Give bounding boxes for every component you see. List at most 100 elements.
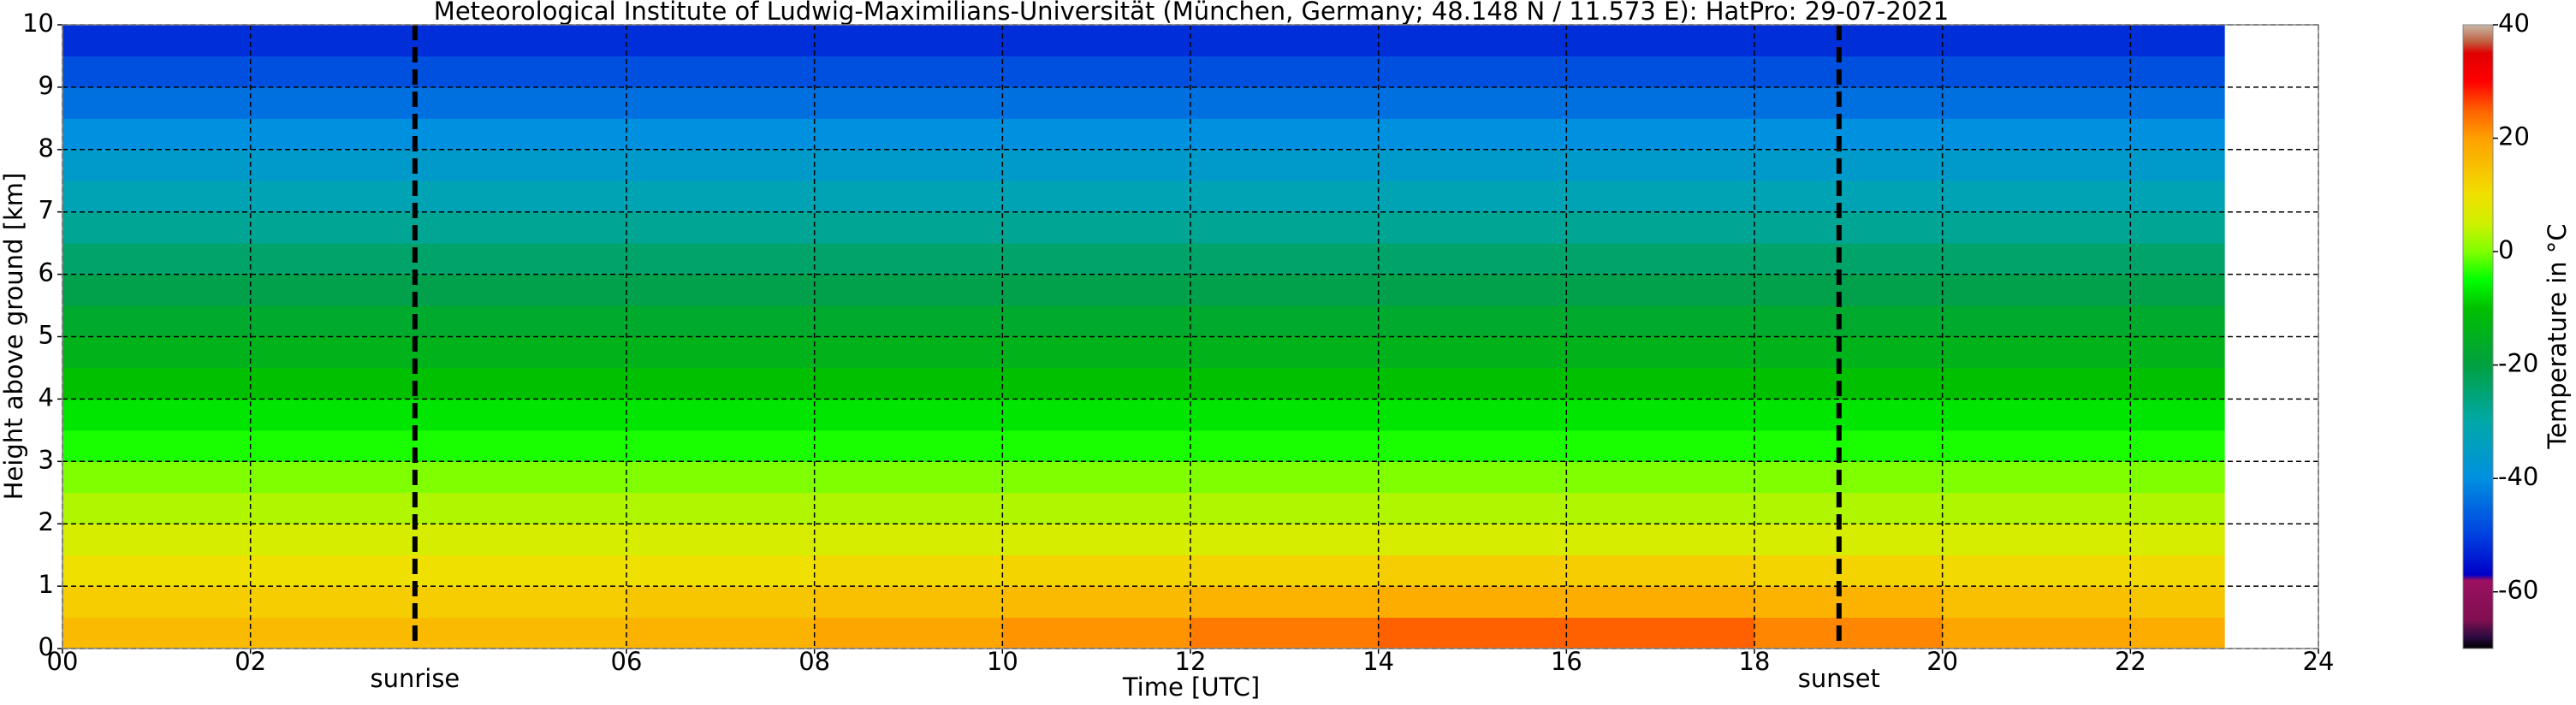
heatmap-cell xyxy=(814,461,1003,494)
heatmap-cell xyxy=(1378,367,1567,400)
heatmap-cell xyxy=(1002,554,1191,587)
heatmap-cell xyxy=(1190,149,1380,181)
heatmap-cell xyxy=(1190,524,1380,556)
heatmap-cell xyxy=(1942,399,2131,431)
heatmap-cell xyxy=(1378,336,1567,369)
heatmap-cell xyxy=(2130,367,2225,400)
heatmap-cell xyxy=(814,25,1003,56)
heatmap-cell xyxy=(1002,492,1191,524)
heatmap-cell xyxy=(626,430,816,462)
x-tick-label: 00 xyxy=(47,647,79,676)
heatmap-cell xyxy=(1002,118,1191,151)
heatmap-cell xyxy=(626,461,816,494)
heatmap-cell xyxy=(1754,554,1944,587)
heatmap-cell xyxy=(1942,336,2131,369)
heatmap-cell xyxy=(1190,399,1380,431)
annotation-label: sunrise xyxy=(370,664,460,693)
heatmap-cell xyxy=(1378,524,1567,556)
heatmap-cell xyxy=(626,243,816,275)
heatmap-cell xyxy=(1190,367,1380,400)
heatmap-cell xyxy=(62,461,252,494)
heatmap-cell xyxy=(250,367,439,400)
heatmap-cell xyxy=(1754,336,1944,369)
heatmap-cell xyxy=(438,181,627,213)
heatmap-cell xyxy=(62,211,252,244)
heatmap-cell xyxy=(1378,181,1567,213)
heatmap-cell xyxy=(1566,56,1755,88)
heatmap-cell xyxy=(1378,430,1567,462)
heatmap-cell xyxy=(1190,586,1380,619)
heatmap-cell xyxy=(814,492,1003,524)
heatmap-cell xyxy=(1754,211,1944,244)
colorbar xyxy=(2462,24,2494,649)
heatmap-cell xyxy=(814,243,1003,275)
heatmap-cell xyxy=(1378,305,1567,337)
heatmap-cell xyxy=(626,554,816,587)
heatmap-cell xyxy=(814,554,1003,587)
heatmap-cell xyxy=(814,86,1003,119)
heatmap-cell xyxy=(250,274,439,306)
heatmap-cell xyxy=(438,56,627,88)
y-tick-label: 0 xyxy=(39,632,54,661)
heatmap-cell xyxy=(62,554,252,587)
heatmap-cell xyxy=(1754,149,1944,181)
y-tick-label: 9 xyxy=(39,71,54,100)
heatmap-cell xyxy=(1942,243,2131,275)
heatmap-cell xyxy=(1566,367,1755,400)
heatmap-cell xyxy=(1378,25,1567,56)
y-tick-label: 6 xyxy=(39,258,54,287)
heatmap-cell xyxy=(814,149,1003,181)
heatmap-cell xyxy=(438,149,627,181)
heatmap-cell xyxy=(1754,492,1944,524)
heatmap-cell xyxy=(1566,86,1755,119)
heatmap-cell xyxy=(626,211,816,244)
colorbar-tick-label: -40 xyxy=(2498,462,2538,491)
heatmap-cell xyxy=(438,305,627,337)
heatmap-cell xyxy=(62,367,252,400)
heatmap-cell xyxy=(438,524,627,556)
heatmap-cell xyxy=(1378,149,1567,181)
heatmap-cell xyxy=(1754,367,1944,400)
heatmap-cell xyxy=(62,305,252,337)
heatmap-cell xyxy=(1002,56,1191,88)
heatmap-cell xyxy=(1942,86,2131,119)
heatmap-cell xyxy=(1190,118,1380,151)
heatmap-cell xyxy=(438,243,627,275)
heatmap-cell xyxy=(814,211,1003,244)
heatmap-cell xyxy=(438,25,627,56)
heatmap-cell xyxy=(1942,367,2131,400)
heatmap-cell xyxy=(62,399,252,431)
heatmap-cell xyxy=(438,492,627,524)
heatmap-cell xyxy=(1942,430,2131,462)
heatmap-cell xyxy=(250,586,439,619)
heatmap-cell xyxy=(1378,243,1567,275)
x-axis-label: Time [UTC] xyxy=(1122,672,1260,702)
heatmap-cell xyxy=(626,149,816,181)
heatmap-cell xyxy=(1566,243,1755,275)
heatmap-cell xyxy=(1942,118,2131,151)
heatmap-cell xyxy=(626,617,816,649)
heatmap-cell xyxy=(62,118,252,151)
heatmap-cell xyxy=(2130,243,2225,275)
heatmap-cell xyxy=(1942,617,2131,649)
colorbar-label: Temperature in °C xyxy=(2543,223,2572,449)
heatmap-cell xyxy=(626,305,816,337)
heatmap-cell xyxy=(438,461,627,494)
heatmap-cell xyxy=(438,367,627,400)
x-tick-label: 02 xyxy=(234,647,266,676)
heatmap-cell xyxy=(1566,181,1755,213)
y-axis-label: Height above ground [km] xyxy=(0,173,28,501)
heatmap-cell xyxy=(1754,25,1944,56)
heatmap-cell xyxy=(250,492,439,524)
heatmap-cell xyxy=(1002,524,1191,556)
heatmap-cell xyxy=(1566,617,1755,649)
y-tick-label: 8 xyxy=(39,133,54,163)
heatmap-cell xyxy=(814,617,1003,649)
heatmap-cell xyxy=(62,524,252,556)
heatmap-cell xyxy=(1190,336,1380,369)
heatmap-cell xyxy=(814,56,1003,88)
heatmap-cell xyxy=(1002,25,1191,56)
heatmap-cell xyxy=(1566,461,1755,494)
x-tick-label: 12 xyxy=(1175,647,1207,676)
